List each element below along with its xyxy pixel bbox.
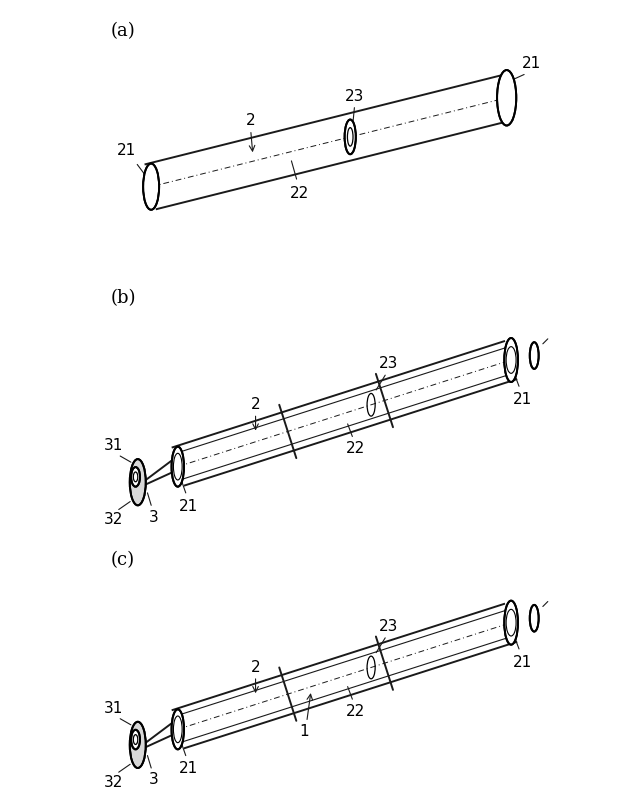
Text: 4: 4 [0, 795, 1, 796]
Text: 32: 32 [104, 513, 123, 528]
Text: 21: 21 [513, 654, 532, 669]
Text: 21: 21 [513, 392, 532, 407]
Text: 4: 4 [0, 795, 1, 796]
Text: 31: 31 [104, 439, 123, 454]
Text: 23: 23 [379, 619, 399, 634]
Text: 21: 21 [179, 498, 198, 513]
Text: 21: 21 [179, 761, 198, 776]
Text: 3: 3 [148, 772, 158, 787]
Text: 2: 2 [246, 114, 255, 128]
Ellipse shape [131, 467, 140, 486]
Text: (a): (a) [111, 22, 136, 41]
Text: 22: 22 [346, 441, 365, 456]
Text: 2: 2 [251, 660, 260, 675]
Text: 31: 31 [104, 701, 123, 716]
Text: 23: 23 [345, 88, 364, 103]
Ellipse shape [344, 119, 356, 154]
Text: (c): (c) [111, 552, 135, 570]
Ellipse shape [497, 70, 516, 126]
Ellipse shape [172, 447, 184, 486]
Text: 22: 22 [290, 186, 309, 201]
Text: 22: 22 [346, 704, 365, 719]
Text: 21: 21 [117, 142, 136, 158]
Ellipse shape [504, 601, 518, 645]
Text: 32: 32 [104, 775, 123, 790]
Ellipse shape [143, 163, 159, 210]
Text: 2: 2 [251, 397, 260, 412]
Ellipse shape [172, 709, 184, 749]
Text: 3: 3 [148, 509, 158, 525]
Ellipse shape [131, 730, 140, 749]
Text: 23: 23 [379, 357, 399, 372]
Text: 1: 1 [300, 724, 309, 739]
Ellipse shape [504, 338, 518, 382]
Ellipse shape [530, 605, 539, 631]
Text: (b): (b) [111, 289, 136, 307]
Text: 21: 21 [522, 56, 541, 71]
Ellipse shape [530, 342, 539, 369]
Ellipse shape [130, 459, 146, 505]
Ellipse shape [130, 722, 146, 768]
